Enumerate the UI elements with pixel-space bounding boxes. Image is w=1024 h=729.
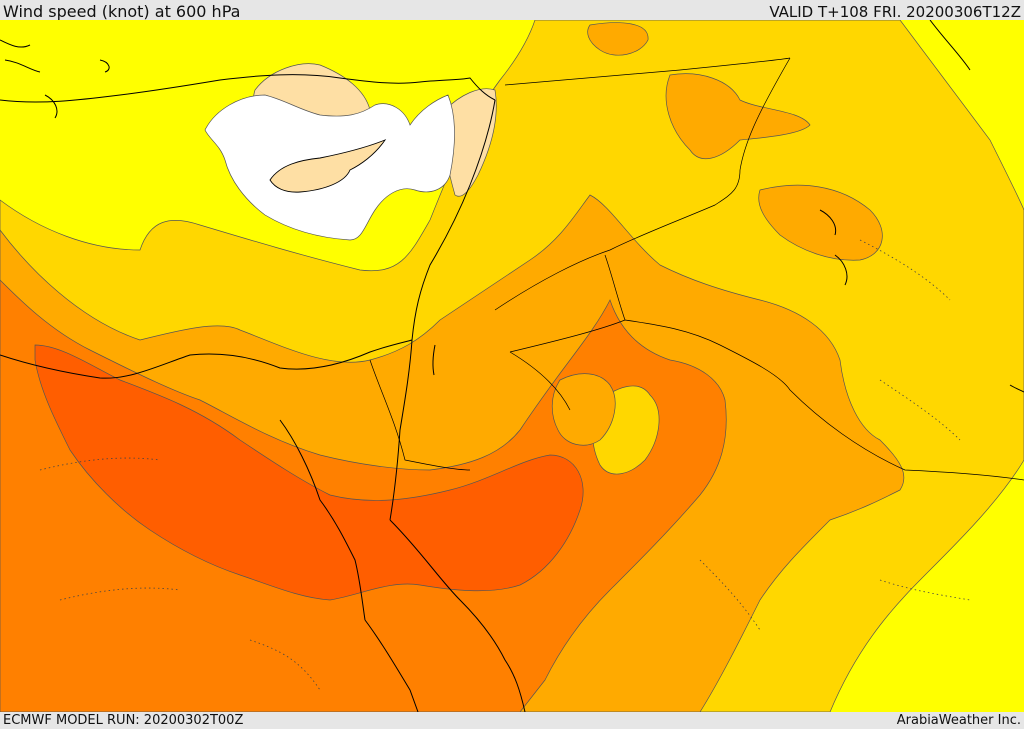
band-orange [0, 279, 727, 712]
model-run: ECMWF MODEL RUN: 20200302T00Z [3, 713, 244, 728]
band-amber-east [758, 184, 883, 261]
footer-bar: ECMWF MODEL RUN: 20200302T00Z ArabiaWeat… [0, 712, 1024, 729]
dotted-contours [39, 239, 971, 691]
cyprus-landmass [269, 139, 387, 193]
coastlines [0, 20, 1024, 712]
band-red-orange [34, 344, 584, 601]
credit: ArabiaWeather Inc. [896, 713, 1021, 728]
band-amber-n [587, 22, 649, 56]
valid-time: VALID T+108 FRI. 20200306T12Z [769, 3, 1021, 21]
amber-island-arabia [551, 373, 616, 446]
borders [369, 57, 1024, 481]
header-bar: Wind speed (knot) at 600 hPa VALID T+108… [0, 0, 1024, 21]
map-title: Wind speed (knot) at 600 hPa [3, 2, 241, 21]
band-amber-ne [665, 73, 811, 159]
wind-speed-map [0, 20, 1024, 712]
